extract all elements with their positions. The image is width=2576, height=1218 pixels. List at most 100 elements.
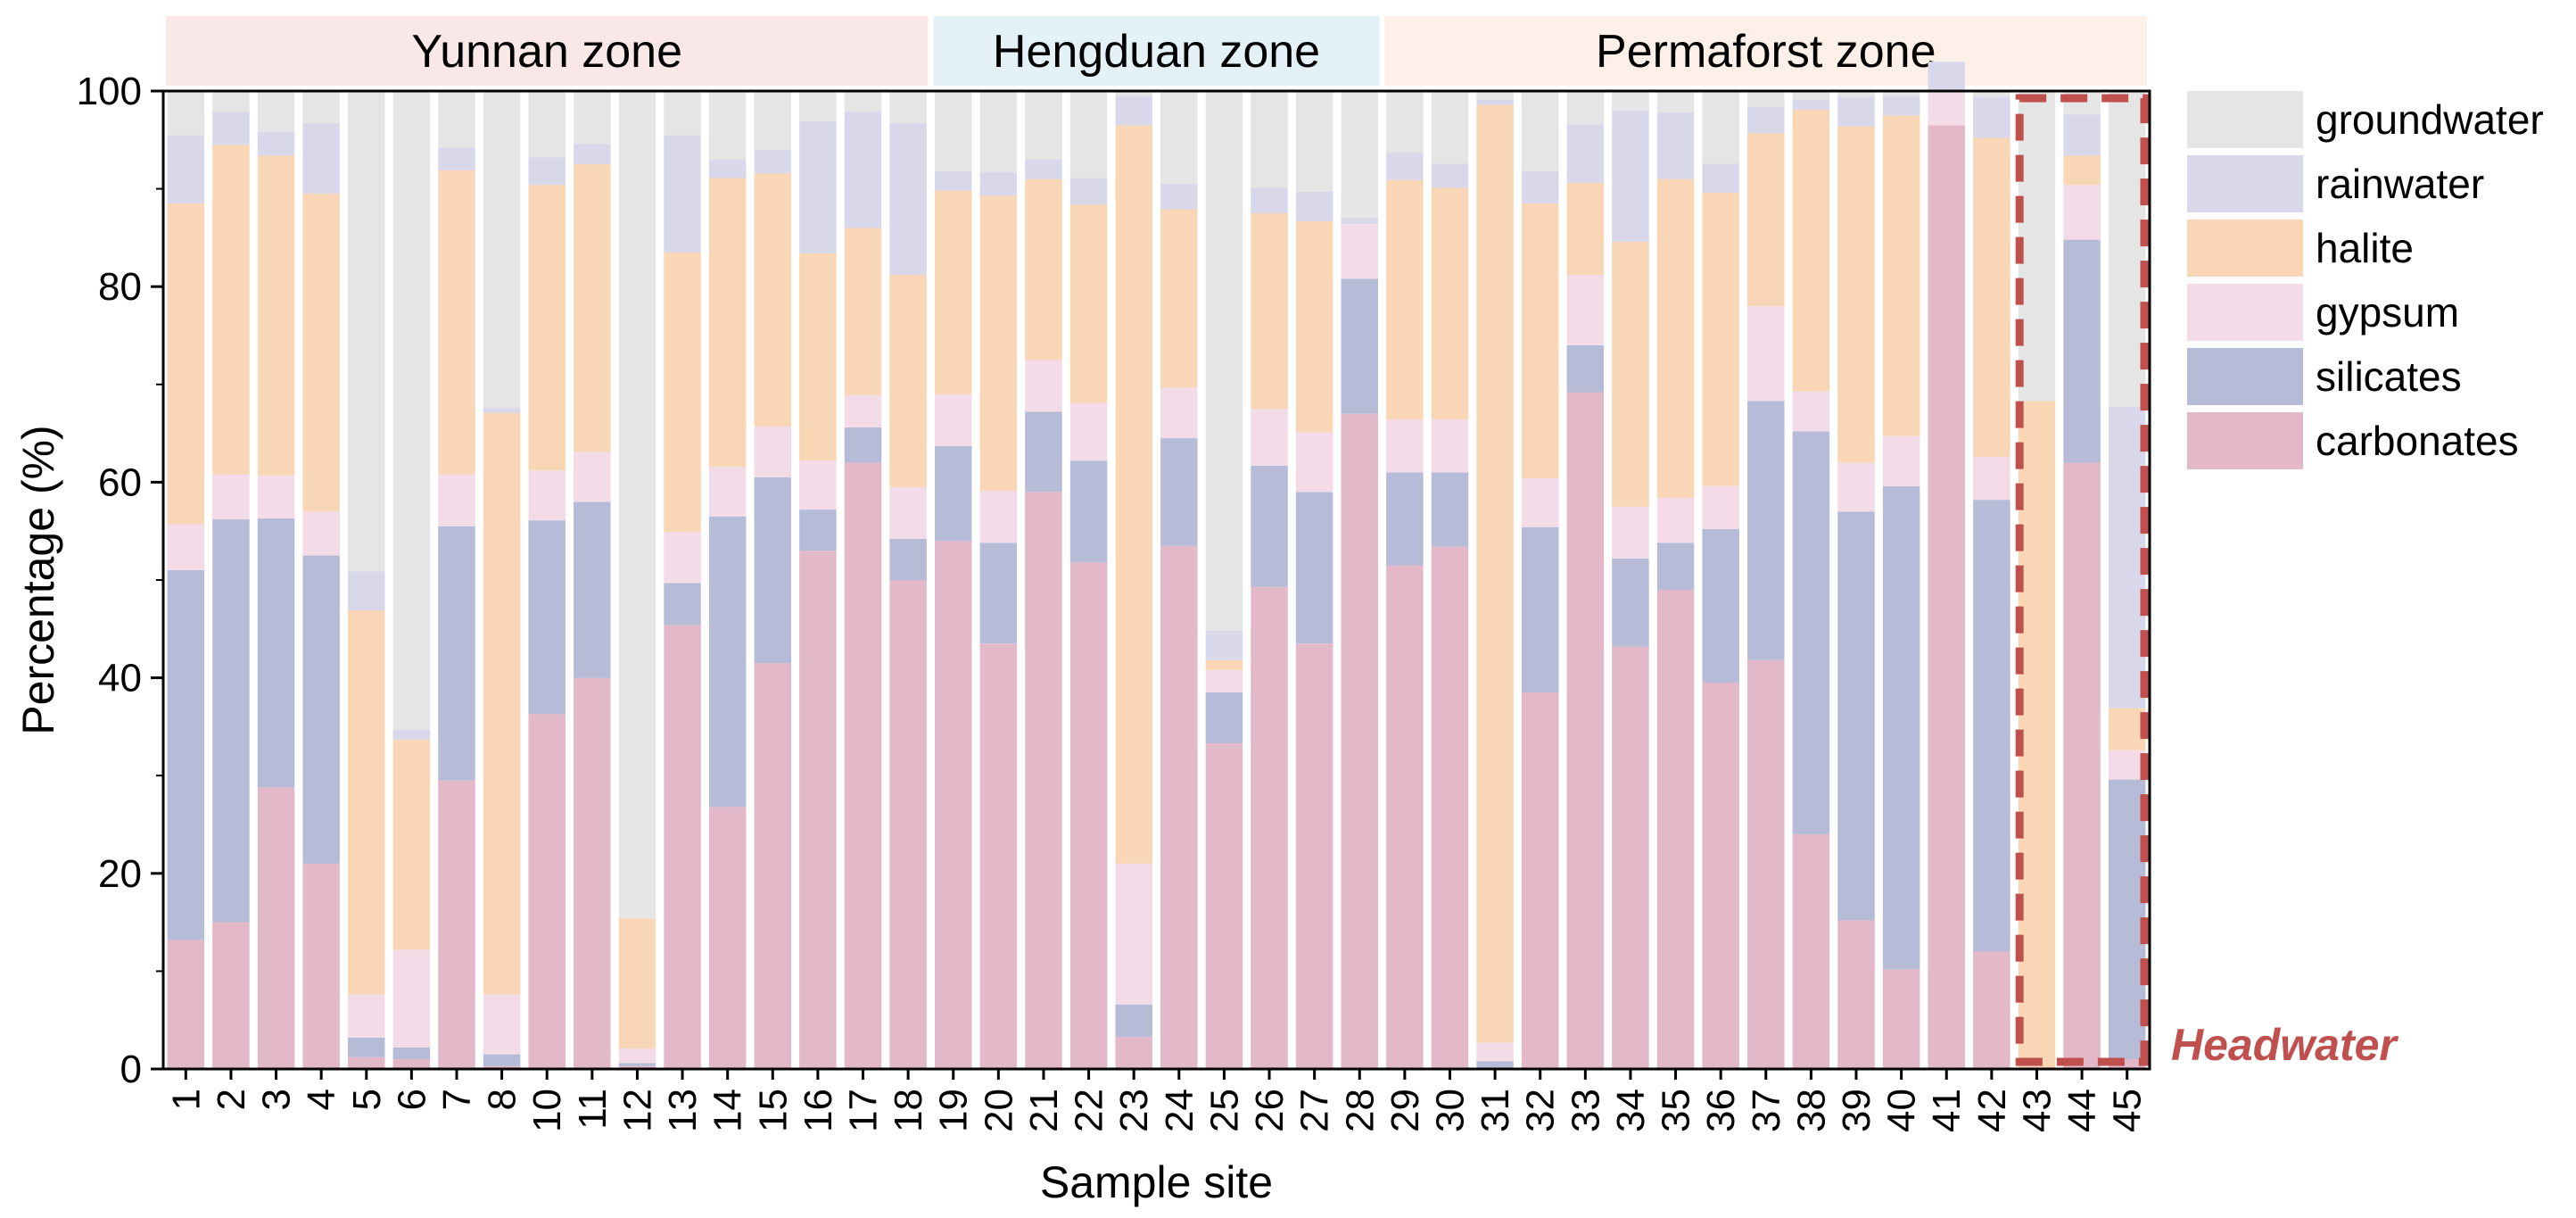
bar-segment-rainwater bbox=[1656, 112, 1695, 179]
bar-segment-silicates bbox=[1566, 344, 1605, 393]
bar-segment-carbonates bbox=[302, 863, 340, 1069]
bar-segment-gypsum bbox=[708, 466, 747, 517]
bar-segment-groundwater bbox=[212, 91, 250, 112]
bar-segment-rainwater bbox=[799, 120, 837, 253]
bar-segment-gypsum bbox=[664, 532, 701, 584]
bar-segment-groundwater bbox=[1882, 91, 1920, 96]
bar-stack-site-43 bbox=[2018, 91, 2056, 1069]
bar-segment-carbonates bbox=[1612, 646, 1649, 1069]
bar-segment-gypsum bbox=[574, 452, 611, 502]
bar-segment-rainwater bbox=[392, 729, 431, 740]
bar-segment-rainwater bbox=[934, 170, 972, 191]
x-tick-label: 21 bbox=[1022, 1089, 1066, 1132]
bar-segment-groundwater bbox=[348, 91, 385, 572]
x-tick-label: 12 bbox=[615, 1089, 659, 1132]
bar-stack-site-17 bbox=[844, 91, 882, 1069]
bar-segment-carbonates bbox=[934, 541, 972, 1069]
bar-segment-groundwater bbox=[1386, 91, 1424, 153]
bar-segment-silicates bbox=[2063, 239, 2101, 463]
x-tick-label: 11 bbox=[571, 1089, 615, 1130]
bar-segment-silicates bbox=[167, 570, 205, 940]
bar-segment-silicates bbox=[1025, 411, 1062, 493]
zone-label: Yunnan zone bbox=[411, 26, 682, 78]
bar-stack-site-19 bbox=[934, 91, 972, 1069]
bar-segment-silicates bbox=[483, 1054, 521, 1066]
bar-segment-rainwater bbox=[1160, 184, 1198, 210]
y-axis-title: Percentage (%) bbox=[13, 425, 63, 734]
bar-segment-gypsum bbox=[528, 470, 566, 521]
bar-segment-halite bbox=[483, 412, 521, 995]
bar-segment-rainwater bbox=[2108, 407, 2146, 708]
bar-segment-rainwater bbox=[1928, 62, 1965, 91]
legend: groundwater rainwater halite gypsum silicate… bbox=[2187, 91, 2544, 469]
bar-segment-gypsum bbox=[483, 994, 521, 1055]
bar-segment-carbonates bbox=[1069, 562, 1108, 1069]
bar-segment-carbonates bbox=[1837, 920, 1875, 1069]
bar-segment-halite bbox=[348, 609, 385, 995]
bar-stack-site-36 bbox=[1702, 91, 1739, 1069]
bar-segment-silicates bbox=[1476, 1061, 1514, 1069]
bar-segment-groundwater bbox=[1431, 91, 1469, 164]
x-tick-label: 8 bbox=[481, 1089, 524, 1110]
legend-label: carbonates bbox=[2316, 418, 2519, 464]
bar-segment-carbonates bbox=[212, 922, 250, 1069]
y-tick-label: 100 bbox=[77, 70, 142, 113]
bar-stack-site-32 bbox=[1521, 91, 1559, 1069]
bar-segment-rainwater bbox=[1251, 187, 1288, 213]
headwater-box bbox=[2015, 94, 2149, 1066]
bar-segment-carbonates bbox=[1656, 589, 1695, 1069]
x-tick-label: 23 bbox=[1112, 1089, 1156, 1132]
y-tick-label: 0 bbox=[120, 1048, 142, 1091]
bar-segment-carbonates bbox=[392, 1059, 431, 1069]
bar-segment-halite bbox=[2063, 155, 2101, 186]
bar-segment-carbonates bbox=[889, 580, 927, 1069]
bar-segment-silicates bbox=[348, 1037, 385, 1057]
bar-segment-rainwater bbox=[257, 132, 295, 156]
bar-segment-groundwater bbox=[392, 91, 431, 730]
bar-segment-halite bbox=[1521, 203, 1559, 479]
bar-segment-halite bbox=[799, 253, 837, 461]
y-tick-label: 20 bbox=[98, 852, 142, 896]
bar-segment-silicates bbox=[799, 510, 837, 551]
bar-segment-silicates bbox=[1702, 529, 1739, 684]
x-tick-label: 13 bbox=[661, 1089, 705, 1132]
bar-segment-rainwater bbox=[1747, 106, 1785, 134]
x-axis-title: Sample site bbox=[1040, 1157, 1273, 1207]
bar-segment-carbonates bbox=[618, 1065, 656, 1069]
bar-stack-site-21 bbox=[1025, 91, 1062, 1069]
bar-segment-carbonates bbox=[1747, 659, 1785, 1069]
bar-segment-silicates bbox=[1747, 401, 1785, 660]
x-tick-label: 32 bbox=[1519, 1089, 1563, 1132]
bar-segment-groundwater bbox=[618, 91, 656, 919]
legend-label: rainwater bbox=[2316, 161, 2484, 207]
x-tick-label: 31 bbox=[1474, 1089, 1517, 1132]
bar-segment-gypsum bbox=[934, 394, 972, 446]
bar-segment-silicates bbox=[618, 1063, 656, 1066]
x-tick-label: 14 bbox=[706, 1089, 750, 1132]
bar-segment-gypsum bbox=[1251, 409, 1288, 466]
bar-segment-silicates bbox=[1205, 692, 1243, 744]
bar-segment-gypsum bbox=[618, 1048, 656, 1064]
bar-segment-carbonates bbox=[1205, 743, 1243, 1069]
legend-swatch-silicates bbox=[2187, 348, 2303, 405]
bar-segment-halite bbox=[1386, 179, 1424, 420]
bar-segment-groundwater bbox=[844, 91, 882, 112]
x-tick-label: 39 bbox=[1835, 1089, 1878, 1132]
bar-stack-site-40 bbox=[1882, 91, 1920, 1069]
x-tick-label: 6 bbox=[390, 1089, 433, 1110]
bar-segment-rainwater bbox=[438, 147, 475, 170]
y-tick-label: 40 bbox=[98, 657, 142, 700]
bar-segment-rainwater bbox=[1341, 218, 1379, 225]
x-tick-label: 40 bbox=[1880, 1089, 1924, 1132]
bar-segment-groundwater bbox=[483, 91, 521, 409]
bar-segment-rainwater bbox=[1837, 96, 1875, 127]
bar-segment-groundwater bbox=[302, 91, 340, 124]
bar-segment-silicates bbox=[1656, 543, 1695, 590]
bar-segment-gypsum bbox=[1025, 360, 1062, 412]
x-tick-label: 41 bbox=[1925, 1089, 1969, 1132]
bar-segment-rainwater bbox=[1476, 99, 1514, 105]
bar-stack-site-30 bbox=[1431, 91, 1469, 1069]
bar-segment-groundwater bbox=[1025, 91, 1062, 160]
bar-segment-gypsum bbox=[1702, 485, 1739, 530]
bar-segment-carbonates bbox=[664, 625, 701, 1069]
